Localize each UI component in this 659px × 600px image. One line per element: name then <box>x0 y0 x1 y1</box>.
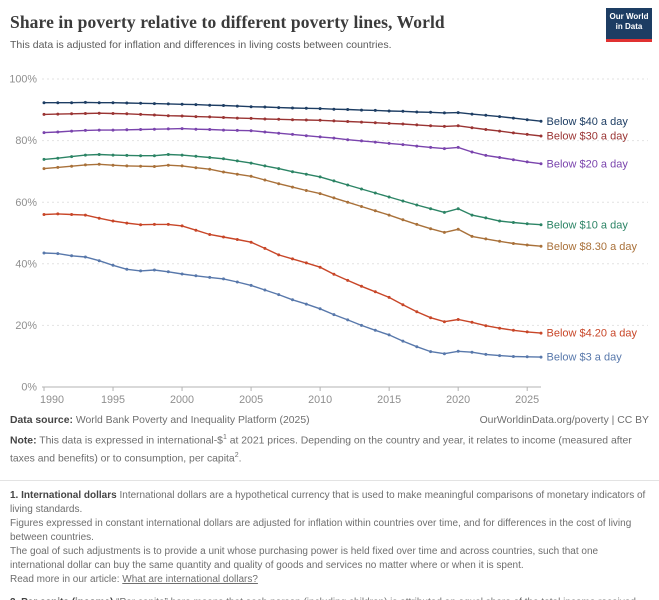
x-axis-label-1995: 1995 <box>101 394 125 406</box>
footnotes: 1. International dollars International d… <box>0 481 659 600</box>
series-label-below-30-a-day[interactable]: Below $30 a day <box>547 131 629 143</box>
series-markers-below-30-a-day <box>42 111 543 138</box>
footer-divider <box>0 479 659 481</box>
chart-footer: Data source: World Bank Poverty and Ineq… <box>0 413 659 467</box>
data-source-text[interactable]: World Bank Poverty and Inequality Platfo… <box>72 415 310 426</box>
series-label-below-4-20-a-day[interactable]: Below $4.20 a day <box>547 328 638 340</box>
series-line-below-3-a-day[interactable] <box>43 252 542 358</box>
x-axis-label-2020: 2020 <box>446 394 470 406</box>
series-line-below-8-30-a-day[interactable] <box>43 163 542 247</box>
footnote-1: 1. International dollars International d… <box>10 489 649 587</box>
international-dollars-link[interactable]: What are international dollars? <box>122 573 258 585</box>
series-markers-below-3-a-day <box>42 251 543 359</box>
series-label-below-10-a-day[interactable]: Below $10 a day <box>547 219 629 231</box>
x-axis-label-2025: 2025 <box>515 394 539 406</box>
series-markers-below-20-a-day <box>42 127 543 166</box>
series-markers-below-10-a-day <box>42 153 543 227</box>
note-label: Note: <box>10 435 37 447</box>
owid-logo-line1: Our World <box>609 12 649 21</box>
note-text-1: This data is expressed in international-… <box>36 435 223 447</box>
note-text-2: at 2021 prices. Depending on the country… <box>10 435 632 465</box>
footnote-2-text: “Per capita” here means that each person… <box>10 597 636 600</box>
attribution-link[interactable]: OurWorldinData.org/poverty | CC BY <box>479 415 649 426</box>
series-label-below-20-a-day[interactable]: Below $20 a day <box>547 158 629 170</box>
note-sup-1[interactable]: 1 <box>222 434 227 441</box>
series-label-below-40-a-day[interactable]: Below $40 a day <box>547 116 629 128</box>
series-label-below-3-a-day[interactable]: Below $3 a day <box>547 352 623 364</box>
footnote-1-para-1: 1. International dollars International d… <box>10 489 649 517</box>
source-row: Data source: World Bank Poverty and Ineq… <box>10 415 649 426</box>
owid-logo-line2: in Data <box>615 21 643 31</box>
chart-plot-area: 0% 20% 40% 60% 80% 100% 1990 1995 2000 2005 2010 20… <box>0 62 659 413</box>
footnote-1-read-more: Read more in our article: What are inter… <box>10 573 649 587</box>
y-axis-label-20: 20% <box>15 320 37 332</box>
footnote-2: 2. Per capita (income) “Per capita” here… <box>10 596 649 600</box>
series-line-below-4-20-a-day[interactable] <box>43 213 542 334</box>
note-text-3: . <box>238 453 242 465</box>
x-axis-label-2015: 2015 <box>377 394 401 406</box>
x-axis-label-2010: 2010 <box>308 394 332 406</box>
x-axis-label-2000: 2000 <box>170 394 194 406</box>
y-axis-label-0: 0% <box>21 382 37 394</box>
footnote-2-lead: 2. Per capita (income) <box>10 597 113 600</box>
chart-title: Share in poverty relative to different p… <box>10 12 445 32</box>
x-axis-label-2005: 2005 <box>239 394 263 406</box>
read-more-label: Read more in our article: <box>10 573 123 585</box>
y-axis-label-80: 80% <box>15 135 37 147</box>
data-source-label: Data source: <box>10 415 73 426</box>
note-block: Note: This data is expressed in internat… <box>10 431 649 467</box>
note-sup-2[interactable]: 2 <box>234 451 239 459</box>
chart-header: Share in poverty relative to different p… <box>0 0 659 58</box>
poverty-line-chart: 0% 20% 40% 60% 80% 100% 1990 1995 2000 2005 2010 20… <box>9 74 648 406</box>
footnote-1-text-3: The goal of such adjustments is to provi… <box>10 545 599 571</box>
chart-subtitle: This data is adjusted for inflation and … <box>10 39 392 51</box>
y-axis-label-100: 100% <box>9 74 37 86</box>
series-markers-below-8-30-a-day <box>42 162 543 248</box>
y-axis-label-40: 40% <box>15 258 37 270</box>
footnote-1-lead: 1. International dollars <box>10 489 117 501</box>
data-source: Data source: World Bank Poverty and Ineq… <box>10 415 310 426</box>
x-axis-label-1990: 1990 <box>40 394 64 406</box>
footnote-1-text-1: International dollars are a hypothetical… <box>10 489 646 515</box>
series-markers-below-4-20-a-day <box>42 212 543 335</box>
series-label-below-8-30-a-day[interactable]: Below $8.30 a day <box>547 241 638 253</box>
series-line-below-30-a-day[interactable] <box>43 112 542 137</box>
footnote-1-text-2: Figures expressed in constant internatio… <box>10 517 632 543</box>
owid-logo[interactable]: Our World in Data <box>606 8 652 42</box>
y-axis-label-60: 60% <box>15 197 37 209</box>
series-markers-below-40-a-day <box>42 100 543 123</box>
